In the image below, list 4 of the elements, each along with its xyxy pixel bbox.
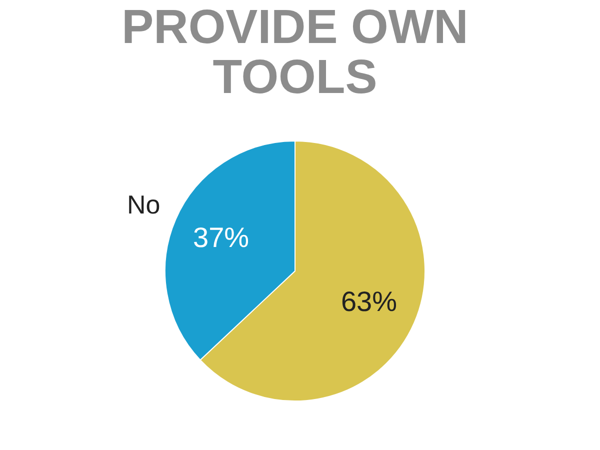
data-label: 37% [193,222,250,253]
slice-label: No [126,189,160,220]
data-label: 63% [340,286,397,318]
chart-title: PROVIDE OWN TOOLS [122,1,468,104]
